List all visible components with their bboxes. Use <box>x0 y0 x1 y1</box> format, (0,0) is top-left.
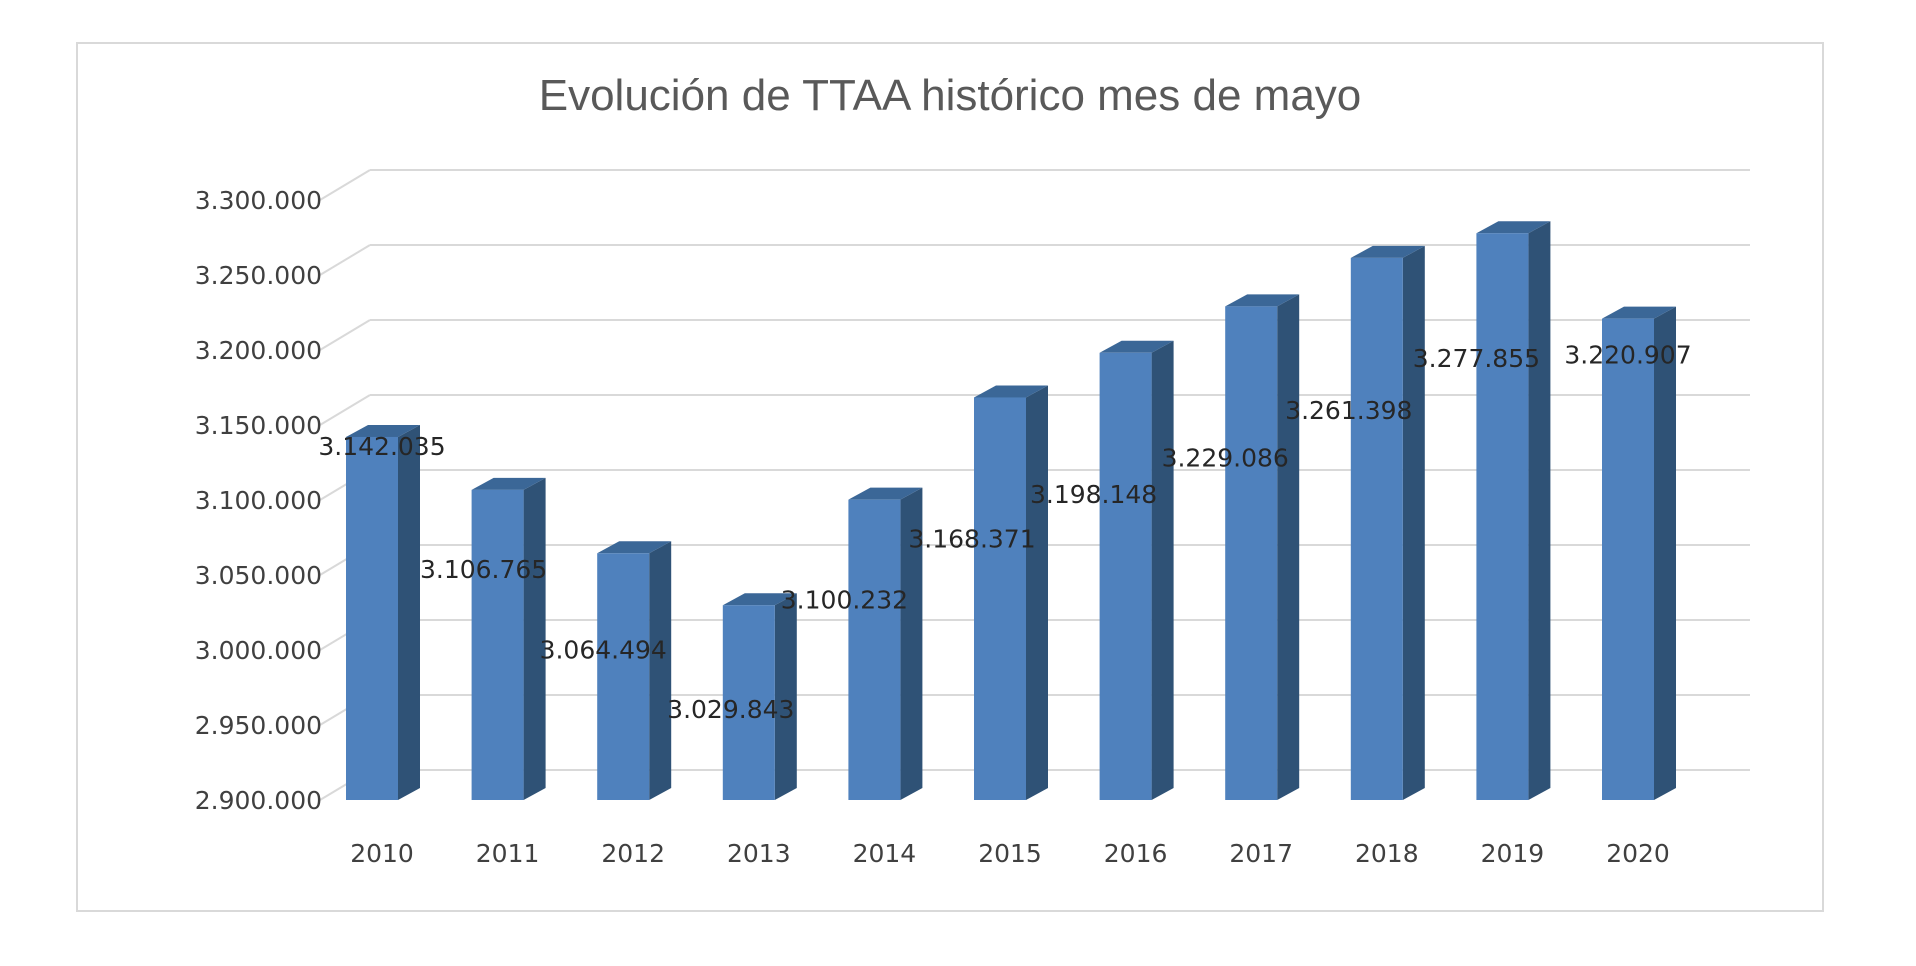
bar-front <box>722 605 775 800</box>
bar-2012 <box>597 541 672 800</box>
bar-2016 <box>1099 340 1174 800</box>
x-tick-label: 2010 <box>350 839 414 868</box>
bar-side <box>1277 294 1300 800</box>
data-label: 3.106.765 <box>420 555 547 584</box>
x-tick-label: 2011 <box>476 839 540 868</box>
x-tick-label: 2013 <box>727 839 791 868</box>
y-tick-label: 3.200.000 <box>195 336 322 365</box>
bar-front <box>974 397 1026 800</box>
bar-2011 <box>471 477 546 800</box>
gridline-depth <box>319 169 371 201</box>
bar-top <box>597 541 672 554</box>
data-label: 3.229.086 <box>1162 443 1289 472</box>
data-label: 3.168.371 <box>908 524 1035 553</box>
bar-front <box>848 499 901 800</box>
data-label: 3.198.148 <box>1030 480 1157 509</box>
bar-2010 <box>346 424 420 800</box>
bar-side <box>523 477 546 800</box>
data-label: 3.100.232 <box>781 586 908 615</box>
y-tick-label: 3.050.000 <box>195 561 322 590</box>
bar-side <box>398 424 420 800</box>
bar-top <box>471 477 546 490</box>
bar-2017 <box>1225 294 1300 800</box>
bar-side <box>1402 245 1425 800</box>
y-tick-label: 3.100.000 <box>195 486 322 515</box>
bar-side <box>900 487 923 800</box>
data-label: 3.142.035 <box>318 432 445 461</box>
bar-side <box>1151 340 1174 800</box>
bar-front <box>1602 318 1654 800</box>
bar-top <box>1350 245 1425 258</box>
y-tick-label: 2.900.000 <box>195 786 322 815</box>
bar-top <box>1099 340 1174 353</box>
x-tick-label: 2012 <box>601 839 665 868</box>
y-tick-label: 2.950.000 <box>195 711 322 740</box>
bar-top <box>1225 294 1300 307</box>
bar-top <box>974 385 1048 398</box>
bar-front <box>1476 233 1529 800</box>
x-tick-label: 2014 <box>853 839 917 868</box>
bar-front <box>1099 352 1152 800</box>
gridline-depth <box>319 319 371 351</box>
y-tick-label: 3.300.000 <box>195 186 322 215</box>
bar-2013 <box>722 593 797 800</box>
x-tick-label: 2016 <box>1104 839 1168 868</box>
bar-side <box>774 593 797 800</box>
x-tick-label: 2019 <box>1481 839 1545 868</box>
bar-front <box>1225 306 1278 800</box>
y-tick-label: 3.150.000 <box>195 411 322 440</box>
bar-side <box>1654 306 1676 800</box>
bar-2018 <box>1350 245 1425 800</box>
data-label: 3.064.494 <box>540 635 667 664</box>
bar-2020 <box>1602 306 1676 800</box>
bar-side <box>1026 385 1048 800</box>
bars <box>346 221 1676 800</box>
bar-2014 <box>848 487 923 800</box>
data-label: 3.220.907 <box>1564 341 1691 370</box>
bar-front <box>597 553 650 800</box>
data-label: 3.029.843 <box>667 695 794 724</box>
x-tick-label: 2018 <box>1355 839 1419 868</box>
x-tick-label: 2020 <box>1606 839 1670 868</box>
chart-title: Evolución de TTAA histórico mes de mayo <box>539 71 1362 120</box>
bar-top <box>346 424 420 437</box>
bar-top <box>1476 221 1551 234</box>
bar-side <box>1528 221 1551 800</box>
bar-top <box>848 487 923 500</box>
data-labels: 3.142.035 3.106.765 3.064.494 3.029.843 3.10… <box>318 341 1691 725</box>
y-tick-label: 3.250.000 <box>195 261 322 290</box>
gridline-depth <box>319 394 371 426</box>
bar-top <box>1602 306 1676 319</box>
bar-side <box>649 541 672 800</box>
bar-front <box>346 436 398 800</box>
data-label: 3.261.398 <box>1285 396 1412 425</box>
x-tick-label: 2017 <box>1229 839 1293 868</box>
y-tick-label: 3.000.000 <box>195 636 322 665</box>
data-label: 3.277.855 <box>1413 344 1540 373</box>
y-axis: 2.900.000 2.950.000 3.000.000 3.050.000 3.10… <box>195 186 322 815</box>
bar-2015 <box>974 385 1048 800</box>
gridline-depth <box>319 244 371 276</box>
bar-front <box>471 489 524 800</box>
bar-front <box>1350 257 1403 800</box>
bar-top <box>722 593 797 606</box>
x-axis: 2010 2011 2012 2013 2014 2015 2016 2017 2018 2019… <box>350 839 1670 868</box>
bar-2019 <box>1476 221 1551 800</box>
x-tick-label: 2015 <box>978 839 1042 868</box>
